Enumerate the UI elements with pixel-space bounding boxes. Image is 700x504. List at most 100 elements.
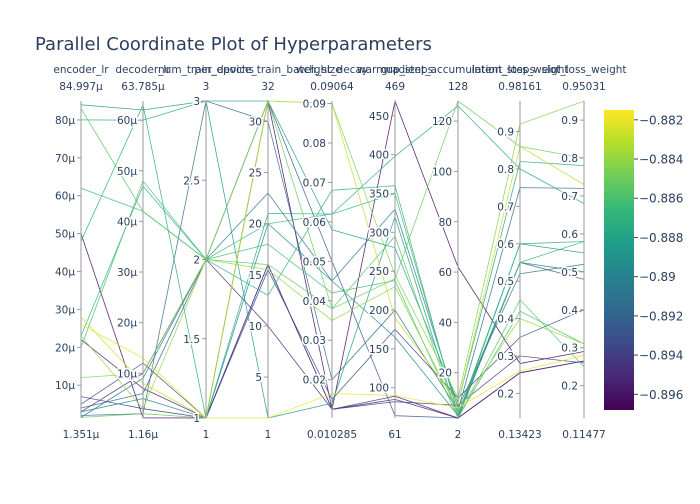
axis-tick-label: 60µ — [55, 191, 75, 203]
axis-tick-label: 25 — [249, 168, 262, 180]
axis-label: gradient_accumulation_steps — [381, 64, 535, 76]
axis-tick-label: 50µ — [117, 166, 137, 178]
axis-tick-halo: 0.3 — [561, 343, 578, 355]
axis-label: intent_loss_weight — [471, 64, 568, 76]
axis-max-label: 469 — [385, 81, 405, 93]
axis-encoder-lr[interactable]: encoder_lr84.997µ1.351µ10µ10µ20µ20µ30µ30… — [53, 64, 109, 441]
axis-tick-halo: 0.07 — [303, 177, 326, 189]
axis-tick-label: 400 — [369, 150, 389, 162]
axis-min-label: 0.010285 — [307, 429, 357, 441]
axis-tick-label: 20µ — [55, 342, 75, 354]
axis-tick-label: 2.5 — [183, 175, 200, 187]
chart-title: Parallel Coordinate Plot of Hyperparamet… — [35, 34, 432, 55]
axis-min-label: 1.16µ — [128, 429, 158, 441]
axis-tick-halo: 40 — [439, 317, 452, 329]
axis-tick-label: 80µ — [55, 115, 75, 127]
axis-tick-label: 0.5 — [561, 267, 578, 279]
axis-tick-halo: 0.2 — [561, 381, 578, 393]
axis-tick-halo: 0.8 — [561, 153, 578, 165]
axis-tick-halo: 80µ — [55, 115, 75, 127]
axis-min-label: 1 — [203, 429, 210, 441]
axis-tick-halo: 0.9 — [561, 115, 578, 127]
axis-tick-label: 350 — [369, 188, 389, 200]
axis-tick-label: 1.5 — [183, 334, 200, 346]
axis-tick-halo: 1 — [193, 413, 200, 425]
axis-tick-label: 60 — [439, 267, 452, 279]
axis-line — [80, 101, 82, 418]
axis-slot-loss-weight[interactable]: slot_loss_weight0.950310.114770.20.20.30… — [541, 64, 626, 441]
axis-tick-halo: 0.8 — [497, 164, 514, 176]
axis-tick-halo: 0.09 — [303, 99, 326, 111]
axis-label: slot_loss_weight — [541, 64, 626, 76]
axis-tick-label: 0.3 — [561, 343, 578, 355]
axis-tick-halo: 1.5 — [183, 334, 200, 346]
axis-min-label: 1 — [265, 429, 272, 441]
axis-tick-halo: 30 — [249, 116, 262, 128]
colorbar-tick-label: −0.892 — [639, 309, 683, 323]
axis-tick-halo: 20 — [439, 368, 452, 380]
axis-tick-label: 0.8 — [497, 164, 514, 176]
axis-tick-halo: 2 — [193, 255, 200, 267]
axis-tick-label: 100 — [369, 383, 389, 395]
axis-tick-label: 0.3 — [497, 351, 514, 363]
axis-per-device-train-batch-size[interactable]: per_device_train_batch_size3215510101515… — [194, 64, 341, 441]
axis-warmup-steps[interactable]: warmup_steps4696110010015015020020025025… — [357, 64, 433, 441]
axis-decoder-lr[interactable]: decoder_lr63.785µ1.16µ10µ10µ20µ20µ30µ30µ… — [115, 64, 171, 441]
axis-tick-halo: 150 — [369, 344, 389, 356]
axes-layer: encoder_lr84.997µ1.351µ10µ10µ20µ20µ30µ30… — [53, 64, 626, 441]
axis-line — [267, 101, 269, 418]
axis-tick-label: 150 — [369, 344, 389, 356]
axis-tick-label: 0.08 — [303, 138, 326, 150]
axis-tick-label: 20µ — [117, 318, 137, 330]
axis-label: encoder_lr — [53, 64, 109, 76]
axis-max-label: 32 — [261, 81, 274, 93]
axis-tick-label: 0.4 — [497, 314, 514, 326]
axis-tick-label: 300 — [369, 227, 389, 239]
axis-min-label: 1.351µ — [63, 429, 100, 441]
axis-tick-label: 0.9 — [497, 127, 514, 139]
axis-tick-halo: 300 — [369, 227, 389, 239]
axis-line — [519, 101, 521, 418]
axis-tick-label: 10µ — [117, 368, 137, 380]
colorbar-tick-label: −0.896 — [639, 388, 683, 402]
axis-tick-label: 0.07 — [303, 177, 326, 189]
axis-tick-label: 450 — [369, 111, 389, 123]
axis-tick-halo: 0.6 — [497, 239, 514, 251]
axis-tick-halo: 60µ — [55, 191, 75, 203]
axis-line — [331, 101, 333, 418]
axis-tick-halo: 0.3 — [497, 351, 514, 363]
axis-tick-label: 10 — [249, 321, 262, 333]
axis-tick-halo: 60µ — [117, 115, 137, 127]
axis-tick-label: 250 — [369, 266, 389, 278]
axis-tick-halo: 250 — [369, 266, 389, 278]
axis-min-label: 2 — [455, 429, 462, 441]
axis-tick-label: 10µ — [55, 380, 75, 392]
axis-gradient-accumulation-steps[interactable]: gradient_accumulation_steps1282202040406… — [381, 64, 535, 441]
axis-tick-label: 1 — [193, 413, 200, 425]
axis-label: warmup_steps — [357, 64, 433, 76]
axis-tick-halo: 0.7 — [561, 191, 578, 203]
axis-tick-label: 70µ — [55, 153, 75, 165]
axis-tick-label: 0.03 — [303, 335, 326, 347]
axis-intent-loss-weight[interactable]: intent_loss_weight0.981610.134230.20.20.… — [471, 64, 568, 441]
axis-tick-label: 200 — [369, 305, 389, 317]
axis-tick-halo: 0.06 — [303, 217, 327, 229]
colorbar-tick-label: −0.886 — [639, 192, 683, 206]
axis-tick-label: 40 — [439, 317, 452, 329]
axis-tick-label: 0.6 — [561, 229, 578, 241]
axis-tick-halo: 0.03 — [303, 335, 326, 347]
axis-tick-halo: 40µ — [117, 216, 137, 228]
axis-tick-label: 0.04 — [303, 296, 327, 308]
axis-max-label: 0.09064 — [310, 81, 354, 93]
axis-min-label: 0.11477 — [562, 429, 605, 441]
axis-tick-halo: 0.08 — [303, 138, 326, 150]
axis-tick-halo: 20 — [249, 219, 262, 231]
axis-max-label: 0.95031 — [562, 81, 605, 93]
axis-max-label: 84.997µ — [59, 81, 103, 93]
axis-tick-halo: 50µ — [117, 166, 137, 178]
axis-tick-halo: 400 — [369, 150, 389, 162]
axis-tick-halo: 0.5 — [561, 267, 578, 279]
axis-weight-decay[interactable]: weight_decay0.090640.0102850.020.020.030… — [296, 64, 368, 441]
